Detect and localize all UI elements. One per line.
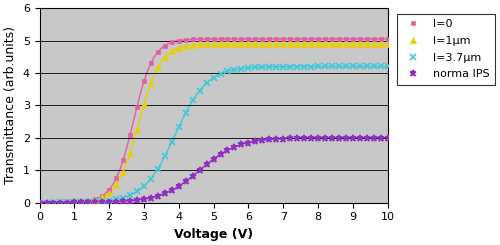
Y-axis label: Transmittance (arb.units): Transmittance (arb.units) [4,26,17,184]
norma IPS [36,201,43,204]
l=0 [287,37,293,40]
Line: norma IPS: norma IPS [36,134,391,206]
l=3.7μm [266,65,272,68]
l=0 [378,37,384,40]
l=3.7μm [378,65,384,68]
l=3.7μm [36,201,43,204]
l=1μm [113,184,119,186]
l=3.7μm [148,177,154,180]
Legend: l=0, l=1μm, l=3.7μm, norma IPS: l=0, l=1μm, l=3.7μm, norma IPS [396,14,496,85]
l=0 [384,37,390,40]
l=1μm [384,42,390,45]
l=1μm [148,81,154,84]
norma IPS [378,136,384,139]
Line: l=0: l=0 [37,37,390,205]
l=1μm [266,42,272,45]
l=0 [113,177,119,180]
norma IPS [148,196,154,199]
l=1μm [378,42,384,45]
norma IPS [287,137,293,140]
Line: l=3.7μm: l=3.7μm [36,63,391,206]
l=0 [36,201,43,204]
X-axis label: Voltage (V): Voltage (V) [174,228,253,241]
l=3.7μm [384,65,390,68]
norma IPS [141,198,147,201]
norma IPS [384,136,390,139]
l=1μm [141,103,147,106]
l=0 [148,62,154,65]
l=0 [266,37,272,40]
l=0 [141,80,147,83]
norma IPS [113,200,119,203]
l=1μm [287,42,293,45]
l=3.7μm [287,65,293,68]
Line: l=1μm: l=1μm [37,41,391,205]
l=1μm [36,201,43,204]
l=3.7μm [141,184,147,187]
norma IPS [266,138,272,141]
l=3.7μm [113,198,119,201]
